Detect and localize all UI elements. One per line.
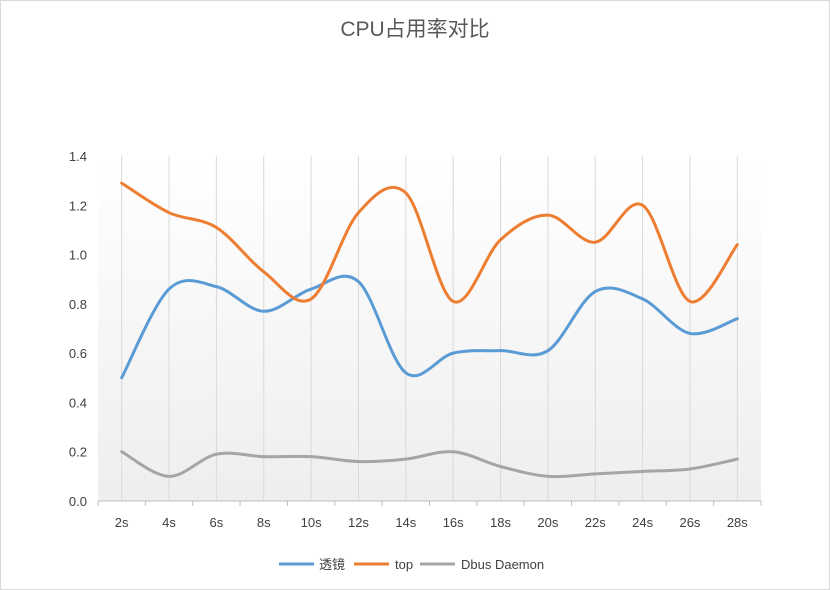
x-tick-label: 14s <box>395 515 416 530</box>
x-tick-label: 4s <box>162 515 176 530</box>
x-tick-label: 20s <box>537 515 558 530</box>
x-tick-label: 10s <box>301 515 322 530</box>
x-tick-label: 2s <box>115 515 129 530</box>
y-tick-label: 0.4 <box>69 395 87 410</box>
y-tick-label: 0.2 <box>69 445 87 460</box>
axes: 2s 4s 6s 8s 10s 12s 14s 16s 18s 20s 22s 24s 26s 28s 0.… <box>69 149 762 530</box>
y-tick-label: 0.0 <box>69 494 87 509</box>
y-tick-label: 1.2 <box>69 198 87 213</box>
chart-title: CPU占用率对比 <box>340 18 489 41</box>
legend-label-dbus-daemon: Dbus Daemon <box>461 557 544 572</box>
x-tick-label: 12s <box>348 515 369 530</box>
x-tick-label: 18s <box>490 515 511 530</box>
legend-label-toujing: 透镜 <box>319 557 345 572</box>
x-tick-label: 16s <box>443 515 464 530</box>
series-line-toujing <box>120 274 739 380</box>
x-tick-label: 6s <box>210 515 224 530</box>
x-tick-label: 22s <box>585 515 606 530</box>
legend-label-top: top <box>395 557 413 572</box>
plot-area <box>98 156 761 501</box>
x-tick-label: 26s <box>679 515 700 530</box>
x-tick-label: 24s <box>632 515 653 530</box>
series-lines <box>120 181 739 479</box>
y-tick-label: 0.6 <box>69 346 87 361</box>
series-line-top <box>120 181 739 304</box>
y-tick-label: 1.0 <box>69 248 87 263</box>
y-tick-label: 1.4 <box>69 149 87 164</box>
series-line-dbus-daemon <box>120 450 739 479</box>
legend: 透镜 top Dbus Daemon <box>279 557 544 572</box>
y-tick-label: 0.8 <box>69 297 87 312</box>
x-tick-label: 28s <box>727 515 748 530</box>
x-tick-label: 8s <box>257 515 271 530</box>
